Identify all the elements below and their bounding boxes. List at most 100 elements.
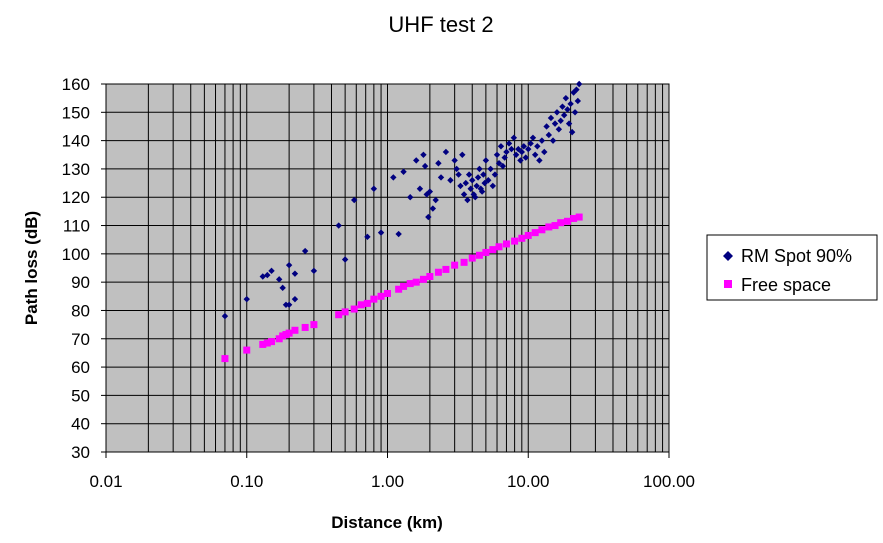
- rm-spot-point: [560, 111, 568, 119]
- y-tick-label: 70: [71, 330, 90, 349]
- rm-spot-point: [285, 301, 293, 308]
- rm-spot-point: [420, 151, 427, 158]
- x-tick-label: 10.00: [507, 472, 550, 491]
- rm-spot-point: [455, 171, 462, 178]
- free-space-point: [384, 289, 391, 297]
- rm-spot-point: [416, 185, 424, 192]
- y-tick-label: 50: [71, 386, 90, 405]
- rm-spot-point: [485, 177, 492, 184]
- rm-spot-point: [291, 270, 299, 277]
- rm-spot-point: [518, 148, 526, 156]
- rm-spot-point: [473, 182, 480, 190]
- rm-spot-point: [390, 174, 397, 181]
- rm-spot-point: [508, 145, 515, 153]
- rm-spot-point: [451, 157, 458, 164]
- rm-spot-point: [487, 165, 494, 173]
- rm-spot-point: [495, 160, 503, 167]
- rm-spot-point: [534, 143, 541, 150]
- rm-spot-point: [435, 160, 442, 167]
- rm-spot-point: [573, 86, 580, 93]
- free-space-point: [460, 258, 468, 266]
- free-space-point: [545, 223, 553, 231]
- rm-spot-point: [570, 89, 577, 96]
- rm-spot-point: [221, 312, 229, 320]
- free-space-point: [524, 231, 532, 239]
- rm-spot-point: [547, 114, 555, 122]
- rm-spot-point: [432, 196, 439, 204]
- x-tick-label: 0.10: [230, 472, 263, 491]
- rm-spot-point: [565, 120, 573, 127]
- rm-spot-point: [575, 80, 583, 88]
- rm-spot-point: [462, 179, 469, 187]
- rm-spot-point: [407, 194, 414, 201]
- rm-spot-point: [469, 177, 476, 184]
- legend-swatch-rm-spot: [723, 251, 733, 261]
- rm-spot-point: [499, 162, 507, 170]
- free-space-point: [442, 265, 450, 273]
- rm-spot-point: [279, 284, 286, 292]
- rm-spot-point: [474, 174, 482, 181]
- rm-spot-point: [459, 151, 466, 158]
- free-space-point: [495, 243, 503, 251]
- legend-swatch-free-space: [724, 280, 732, 288]
- data-points: [221, 80, 583, 363]
- free-space-point: [557, 219, 565, 227]
- legend-label-rm-spot: RM Spot 90%: [741, 246, 852, 266]
- rm-spot-point: [335, 222, 342, 229]
- free-space-point: [243, 346, 251, 354]
- rm-spot-point: [512, 151, 520, 158]
- rm-spot-point: [425, 213, 432, 221]
- rm-spot-point: [465, 171, 473, 178]
- rm-spot-point: [505, 140, 513, 147]
- free-space-point: [426, 272, 434, 280]
- rm-spot-point: [413, 157, 420, 164]
- legend-label-free-space: Free space: [741, 275, 831, 295]
- free-space-point: [395, 285, 403, 293]
- rm-spot-point: [517, 157, 524, 164]
- rm-spot-point: [437, 174, 445, 181]
- free-space-point: [363, 299, 371, 307]
- rm-spot-point: [275, 276, 283, 283]
- rm-spot-point: [264, 271, 271, 279]
- free-space-point: [482, 248, 490, 256]
- rm-spot-point: [545, 131, 553, 139]
- rm-spot-point: [574, 97, 582, 105]
- free-space-point: [434, 268, 442, 276]
- x-tick-label: 0.01: [89, 472, 122, 491]
- free-space-point: [221, 355, 229, 363]
- rm-spot-point: [501, 154, 508, 161]
- rm-spot-point: [562, 94, 570, 102]
- y-tick-label: 90: [71, 273, 90, 292]
- rm-spot-point: [551, 120, 559, 127]
- rm-spot-point: [553, 109, 561, 116]
- rm-spot-point: [453, 165, 460, 173]
- rm-spot-point: [243, 295, 250, 303]
- free-space-point: [531, 229, 539, 237]
- rm-spot-point: [370, 185, 378, 192]
- rm-spot-point: [497, 143, 505, 150]
- free-space-point: [341, 308, 349, 316]
- x-axis-title: Distance (km): [331, 513, 442, 532]
- free-space-point: [451, 261, 459, 269]
- y-tick-label: 100: [62, 245, 90, 264]
- free-space-point: [563, 217, 571, 225]
- rm-spot-point: [442, 148, 450, 156]
- y-tick-label: 130: [62, 160, 90, 179]
- rm-spot-point: [400, 168, 407, 175]
- rm-spot-point: [541, 148, 548, 156]
- rm-spot-point: [301, 247, 309, 255]
- free-space-point: [511, 237, 519, 245]
- y-axis-title: Path loss (dB): [22, 211, 41, 325]
- rm-spot-point: [429, 205, 437, 212]
- rm-spot-point: [503, 148, 510, 156]
- y-tick-label: 160: [62, 75, 90, 94]
- free-space-point: [468, 254, 476, 262]
- free-space-point: [377, 292, 385, 300]
- free-space-point: [570, 214, 578, 222]
- rm-spot-point: [310, 267, 318, 275]
- free-space-point: [538, 226, 546, 234]
- free-space-point: [350, 305, 358, 313]
- y-tick-label: 40: [71, 415, 90, 434]
